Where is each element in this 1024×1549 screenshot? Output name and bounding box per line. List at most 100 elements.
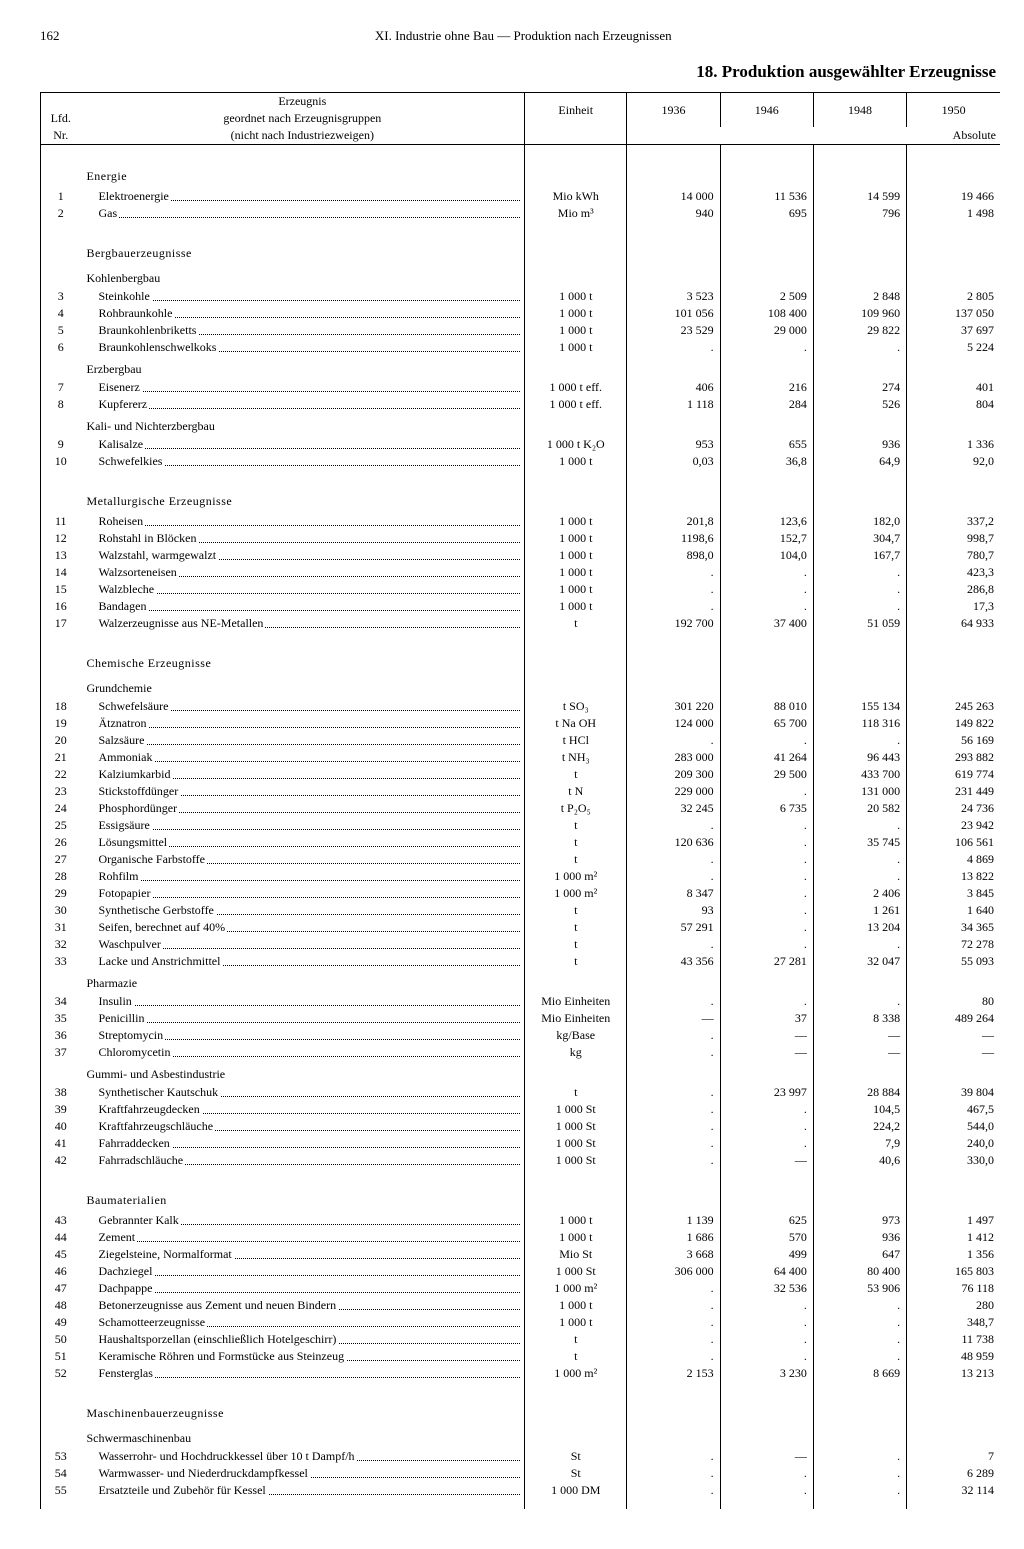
val-1946: 108 400 [720,305,813,322]
val-1946: 37 [720,1010,813,1027]
val-1950: 240,0 [907,1135,1000,1152]
row-nr: 48 [41,1297,81,1314]
row-nr: 30 [41,902,81,919]
row-nr: 5 [41,322,81,339]
val-1950: 11 738 [907,1331,1000,1348]
val-1948: 433 700 [813,766,906,783]
val-1948: 53 906 [813,1280,906,1297]
section-header: Energie [80,155,524,188]
val-1948: . [813,598,906,615]
product-name: Streptomycin [80,1027,524,1044]
unit: 1 000 St [525,1152,627,1169]
val-1936: 1 139 [627,1212,720,1229]
row-nr: 37 [41,1044,81,1061]
val-1948: . [813,339,906,356]
row-nr: 32 [41,936,81,953]
product-name: Eisenerz [80,379,524,396]
val-1950: 330,0 [907,1152,1000,1169]
val-1948: 973 [813,1212,906,1229]
val-1946: . [720,993,813,1010]
val-1936: 101 056 [627,305,720,322]
val-1950: 544,0 [907,1118,1000,1135]
val-1946: . [720,902,813,919]
val-1948: . [813,868,906,885]
val-1950: 149 822 [907,715,1000,732]
val-1936: 32 245 [627,800,720,817]
unit: Mio Einheiten [525,993,627,1010]
val-1948: . [813,732,906,749]
unit: 1 000 t [525,1229,627,1246]
val-1950: 48 959 [907,1348,1000,1365]
val-1936: 192 700 [627,615,720,632]
section-header: Chemische Erzeugnisse [80,642,524,675]
val-1948: 7,9 [813,1135,906,1152]
unit: 1 000 t [525,453,627,470]
th-1946: 1946 [720,93,813,128]
val-1950: 1 640 [907,902,1000,919]
unit: 1 000 t eff. [525,379,627,396]
val-1946: 23 997 [720,1084,813,1101]
product-name: Rohstahl in Blöcken [80,530,524,547]
val-1946: . [720,1482,813,1499]
product-name: Insulin [80,993,524,1010]
val-1936: . [627,1118,720,1135]
val-1950: 293 882 [907,749,1000,766]
val-1946: . [720,732,813,749]
product-name: Steinkohle [80,288,524,305]
val-1946: 655 [720,436,813,453]
val-1936: 1198,6 [627,530,720,547]
val-1946: 65 700 [720,715,813,732]
row-nr: 29 [41,885,81,902]
unit: 1 000 t [525,581,627,598]
product-name: Walzsorteneisen [80,564,524,581]
row-nr: 54 [41,1465,81,1482]
row-nr: 27 [41,851,81,868]
unit: Mio St [525,1246,627,1263]
val-1946: 625 [720,1212,813,1229]
val-1946: . [720,564,813,581]
unit: t [525,1084,627,1101]
chapter-title: XI. Industrie ohne Bau — Produktion nach… [103,28,943,44]
val-1936: . [627,868,720,885]
val-1946: — [720,1027,813,1044]
val-1950: 1 412 [907,1229,1000,1246]
row-nr: 10 [41,453,81,470]
val-1946: — [720,1152,813,1169]
row-nr: 14 [41,564,81,581]
val-1948: 526 [813,396,906,413]
val-1946: 104,0 [720,547,813,564]
val-1948: 64,9 [813,453,906,470]
row-nr: 38 [41,1084,81,1101]
row-nr: 40 [41,1118,81,1135]
unit: t [525,936,627,953]
val-1948: 8 338 [813,1010,906,1027]
unit: 1 000 St [525,1118,627,1135]
val-1950: 489 264 [907,1010,1000,1027]
unit: t HCl [525,732,627,749]
product-name: Kupfererz [80,396,524,413]
unit: kg/Base [525,1027,627,1044]
row-nr: 1 [41,188,81,205]
product-name: Schwefelsäure [80,698,524,715]
unit: 1 000 m² [525,1280,627,1297]
val-1946: 88 010 [720,698,813,715]
unit: t [525,1331,627,1348]
val-1948: . [813,1348,906,1365]
val-1950: 3 845 [907,885,1000,902]
val-1936: . [627,1297,720,1314]
unit: kg [525,1044,627,1061]
subsection-header: Erzbergbau [80,356,524,379]
val-1946: . [720,817,813,834]
product-name: Schwefelkies [80,453,524,470]
th-1950: 1950 [907,93,1000,128]
row-nr: 47 [41,1280,81,1297]
val-1950: 106 561 [907,834,1000,851]
val-1946: 216 [720,379,813,396]
row-nr: 43 [41,1212,81,1229]
unit: 1 000 t [525,598,627,615]
val-1950: 245 263 [907,698,1000,715]
product-name: Kraftfahrzeugdecken [80,1101,524,1118]
val-1950: 6 289 [907,1465,1000,1482]
unit: Mio m³ [525,205,627,222]
val-1950: 231 449 [907,783,1000,800]
